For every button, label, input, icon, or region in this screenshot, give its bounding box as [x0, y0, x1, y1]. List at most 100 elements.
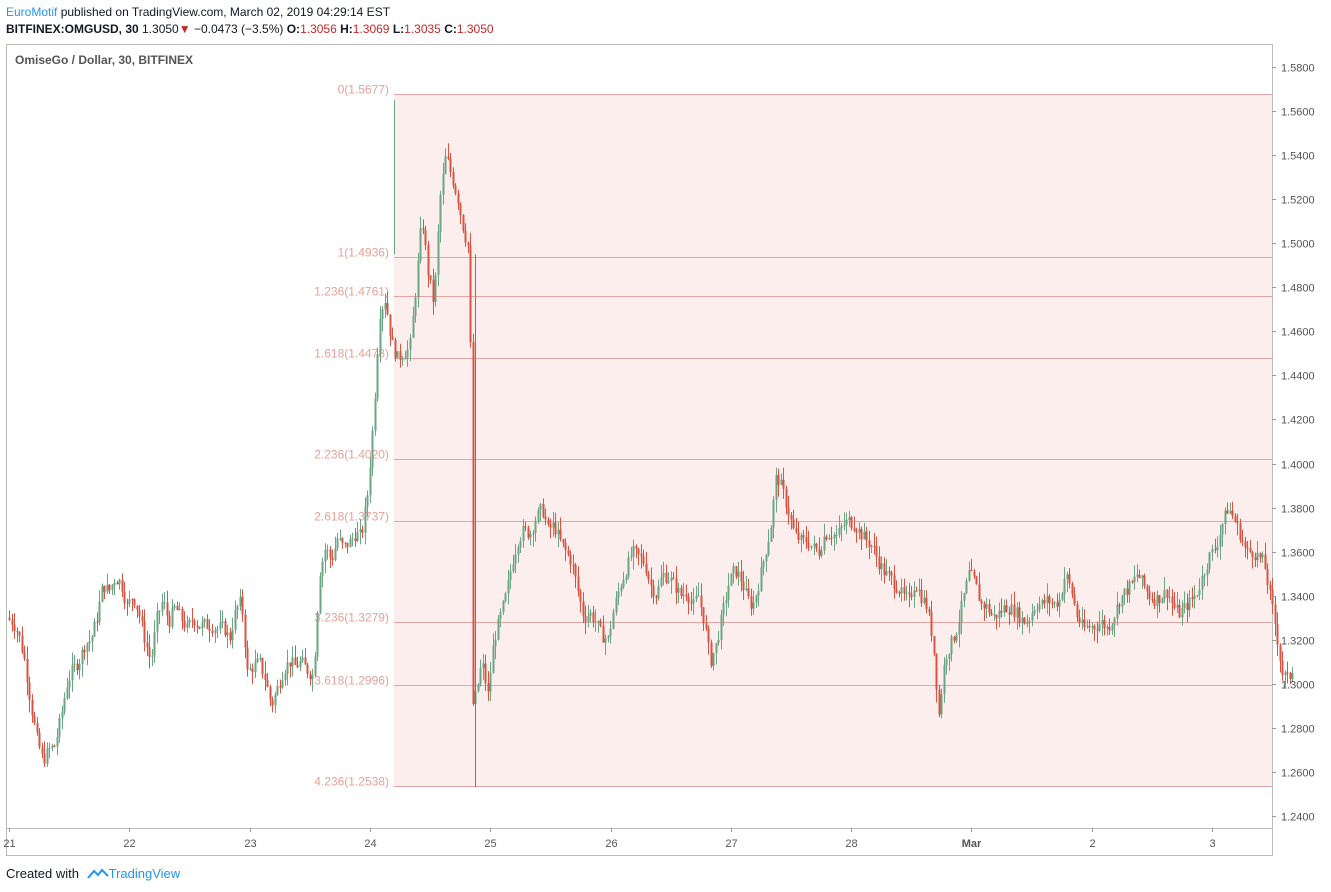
candle-body [439, 194, 442, 232]
candle-body [133, 599, 136, 606]
candle-body [873, 545, 876, 547]
candle-body [186, 623, 189, 628]
candle-body [479, 668, 482, 685]
candle-body [158, 611, 161, 613]
candle-body [279, 686, 282, 688]
candle-body [1148, 591, 1151, 599]
candle-body [514, 554, 517, 565]
down-arrow-icon: ▼ [178, 22, 191, 36]
candle-body [93, 621, 96, 637]
candle-body [163, 602, 166, 604]
time-tick-label: 26 [605, 838, 617, 850]
price-change: −0.0473 (−3.5%) [193, 22, 284, 36]
candle-body [266, 679, 269, 687]
candle-body [123, 591, 126, 604]
candle-body [632, 545, 635, 557]
candle-body [141, 616, 144, 622]
time-axis[interactable]: 21 22 23 24 25 26 27 28 Mar 2 3 [3, 828, 1216, 850]
candle-body [1098, 624, 1101, 631]
candle-body [983, 603, 986, 609]
symbol-info: BITFINEX:OMGUSD, 30 1.3050▼ −0.0473 (−3.… [6, 22, 494, 36]
candle-body [559, 529, 562, 540]
candle-body [1053, 602, 1056, 604]
candle-body [1281, 660, 1284, 676]
candle-body [617, 591, 620, 598]
candle-body [770, 527, 773, 542]
price-axis[interactable]: 1.5800 1.5600 1.5400 1.5200 1.5000 1.4800 1.46… [1272, 63, 1315, 824]
candle-body [321, 561, 324, 577]
candle-body [437, 231, 440, 276]
candle-body [1171, 596, 1174, 603]
candle-body [574, 564, 577, 577]
candle-body [1229, 510, 1232, 514]
candle-body [925, 597, 928, 609]
candle-body [810, 545, 813, 548]
candle-body [148, 647, 151, 657]
candle-body [549, 524, 552, 528]
candle-body [923, 597, 926, 603]
candle-body [36, 722, 39, 733]
candle-body [1036, 609, 1039, 611]
candle-body [813, 543, 816, 546]
candle-body [868, 540, 871, 547]
candle-body [968, 570, 971, 581]
candle-body [1000, 610, 1003, 613]
candle-body [1033, 610, 1036, 614]
candle-body [955, 634, 958, 641]
candle-body [782, 479, 785, 489]
candle-body [725, 599, 728, 604]
tradingview-link[interactable]: TradingView [108, 866, 181, 881]
candle-body [797, 532, 800, 540]
candle-body [259, 658, 262, 660]
candle-body [522, 526, 525, 542]
candle-body [424, 230, 427, 246]
candle-body [557, 529, 560, 535]
candle-body [111, 584, 114, 591]
candle-body [351, 538, 354, 540]
candle-body [1249, 547, 1252, 552]
candle-body [76, 663, 79, 671]
candle-body [504, 593, 507, 602]
candle-body [915, 590, 918, 592]
candle-body [838, 528, 841, 535]
candle-body [219, 622, 222, 629]
candle-body [645, 563, 648, 574]
candle-body [374, 398, 377, 431]
candle-body [597, 620, 600, 622]
candle-body [1018, 607, 1021, 623]
author-link[interactable]: EuroMotif [6, 5, 58, 19]
candle-body [101, 585, 104, 602]
candlestick-series [8, 100, 1294, 788]
candle-body [381, 309, 384, 320]
candle-body [1256, 552, 1259, 561]
candle-body [635, 545, 638, 549]
candle-body [572, 564, 575, 566]
candle-body [1108, 626, 1111, 631]
fibonacci-extension[interactable]: 0(1.5677) 1(1.4936) 1.236(1.4761) 1.618(1.4… [314, 83, 1273, 789]
candle-body [1083, 619, 1086, 628]
candle-body [304, 657, 307, 665]
fib-zone [393, 358, 1273, 460]
fib-zone [393, 257, 1273, 296]
candle-body [356, 532, 359, 542]
candle-body [785, 488, 788, 508]
candle-body [1176, 604, 1179, 608]
candle-body [1063, 579, 1066, 594]
candle-body [379, 319, 382, 355]
fib-level-label: 4.236(1.2538) [314, 775, 389, 789]
candle-body [502, 601, 505, 613]
candle-body [843, 524, 846, 526]
candle-body [737, 571, 740, 577]
candle-body [933, 636, 936, 654]
candle-body [1043, 600, 1046, 604]
candle-body [249, 668, 252, 670]
candle-body [88, 641, 91, 644]
candle-body [700, 595, 703, 608]
candle-body [26, 658, 29, 683]
candle-body [244, 614, 247, 648]
candle-body [231, 629, 234, 641]
candle-body [444, 156, 447, 174]
price-tick-label: 1.2400 [1281, 812, 1315, 824]
candle-body [128, 599, 131, 604]
